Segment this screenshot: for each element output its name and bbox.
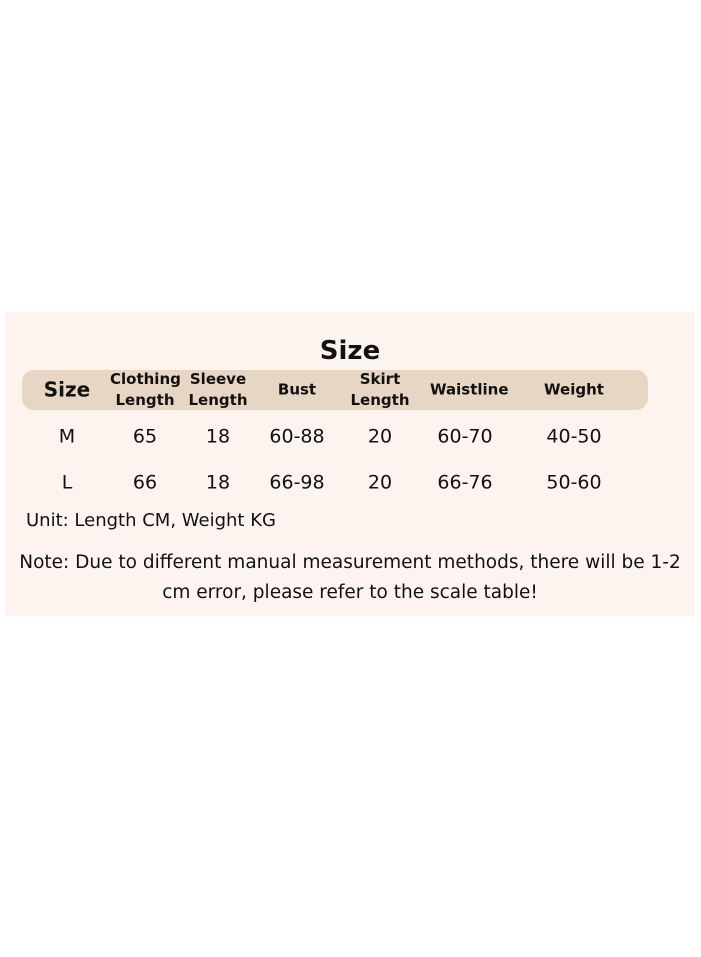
title: Size: [319, 336, 381, 366]
header-cell: Size: [43, 377, 91, 402]
note: Note: Due to different manual measuremen…: [19, 552, 681, 603]
table-cell: 50-60: [546, 471, 602, 494]
unit-note: Unit: Length CM, Weight KG: [26, 510, 276, 531]
table-cell: M: [58, 425, 76, 448]
size-panel: Size Unit: Length CM, Weight KG Note: Du…: [5, 312, 695, 616]
table-cell: 66: [132, 471, 158, 494]
header-bar: [22, 370, 648, 410]
table-cell: 65: [132, 425, 158, 448]
header-cell: Clothing Length: [110, 370, 181, 409]
table-cell: 40-50: [546, 425, 602, 448]
header-cell: Skirt Length: [350, 370, 410, 409]
header-cell: Bust: [277, 380, 317, 399]
header-cell: Sleeve Length: [188, 370, 248, 409]
table-cell: 60-70: [437, 425, 493, 448]
table-cell: 66-98: [269, 471, 325, 494]
table-cell: 20: [367, 425, 393, 448]
table-cell: 18: [205, 471, 231, 494]
header-cell: Weight: [544, 380, 604, 399]
table-cell: 60-88: [269, 425, 325, 448]
table-cell: 20: [367, 471, 393, 494]
table-cell: L: [61, 471, 73, 494]
table-cell: 66-76: [437, 471, 493, 494]
header-cell: Waistline: [430, 380, 509, 399]
table-cell: 18: [205, 425, 231, 448]
